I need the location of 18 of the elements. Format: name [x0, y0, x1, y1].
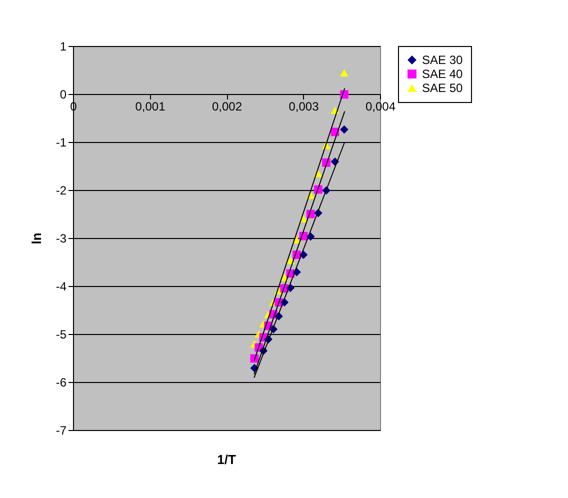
- x-tick-label: 0,003: [288, 100, 320, 114]
- x-tick-label: 0,001: [135, 100, 166, 114]
- y-tick-label: -3: [56, 232, 67, 246]
- y-tick-label: -1: [56, 136, 67, 150]
- y-tick-label: -2: [56, 184, 67, 198]
- y-tick-label: 0: [60, 88, 67, 102]
- y-tick-label: -6: [56, 376, 67, 390]
- x-axis-title: 1/T: [217, 452, 236, 467]
- legend-label: SAE 40: [422, 67, 464, 81]
- y-tick-label: -4: [56, 280, 67, 294]
- y-axis-title: ln: [28, 232, 44, 244]
- y-tick-label: 1: [60, 40, 67, 54]
- y-tick-label: -5: [56, 328, 67, 342]
- legend-label: SAE 50: [422, 81, 464, 95]
- legend-label: SAE 30: [422, 53, 464, 67]
- x-tick-label: 0,004: [365, 100, 396, 114]
- x-tick-label: 0,002: [212, 100, 242, 114]
- y-tick-label: -7: [56, 424, 67, 438]
